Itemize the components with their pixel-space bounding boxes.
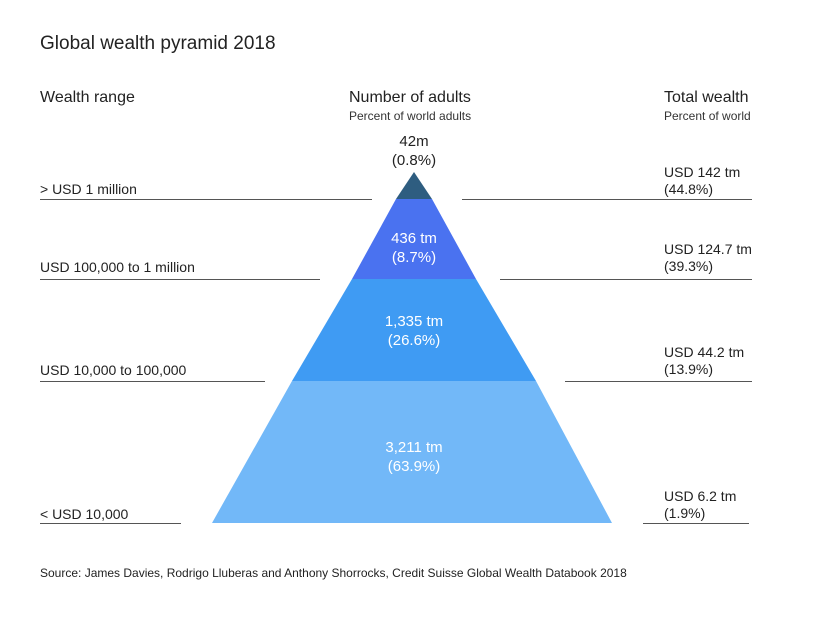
tier-2-right-rule <box>565 381 752 382</box>
tier-3-segment <box>212 381 612 523</box>
tier-2-adults-pct: (26.6%) <box>388 332 441 349</box>
header-wealth-range: Wealth range <box>40 89 135 106</box>
tier-2-wealth: USD 44.2 tm <box>664 344 745 360</box>
tier-1-range: USD 100,000 to 1 million <box>40 259 195 275</box>
tier-2-segment <box>292 279 536 381</box>
tier-1-right-rule <box>500 279 752 280</box>
tier-1-adults-pct: (8.7%) <box>392 249 436 266</box>
header-total-wealth-sub: Percent of world <box>664 109 751 123</box>
tier-2-wealth-label: USD 44.2 tm (13.9%) <box>664 344 744 378</box>
tier-3-adults-pct: (63.9%) <box>388 458 441 475</box>
header-number-of-adults-sub: Percent of world adults <box>349 109 472 123</box>
tier-0-adults: 42m <box>399 133 429 150</box>
tier-0-adults-pct: (0.8%) <box>391 152 437 169</box>
tier-3-wealth-label: USD 6.2 tm (1.9%) <box>664 488 736 522</box>
tier-0-adults-label: 42m (0.8%) <box>380 132 448 170</box>
tier-2-left-rule <box>40 381 265 382</box>
tier-3-left-rule <box>40 523 181 524</box>
tier-1-adults: 436 tm <box>391 230 437 247</box>
tier-1-wealth-pct: (39.3%) <box>664 258 714 274</box>
tier-1-segment <box>352 199 476 279</box>
tier-0-left-rule <box>40 199 372 200</box>
tier-1-wealth: USD 124.7 tm <box>664 241 752 257</box>
tier-3-range: < USD 10,000 <box>40 506 129 522</box>
tier-0-wealth-label: USD 142 tm (44.8%) <box>664 164 740 198</box>
tier-3-wealth: USD 6.2 tm <box>664 488 737 504</box>
tier-0-segment <box>396 172 432 199</box>
tier-0-right-rule <box>462 199 752 200</box>
tier-2-range: USD 10,000 to 100,000 <box>40 362 187 378</box>
source-note: Source: James Davies, Rodrigo Lluberas a… <box>40 566 627 580</box>
header-total-wealth: Total wealth <box>664 89 749 106</box>
tier-2-wealth-pct: (13.9%) <box>664 361 714 377</box>
header-number-of-adults: Number of adults <box>349 89 471 106</box>
tier-0-range: > USD 1 million <box>40 181 137 197</box>
tier-2-adults: 1,335 tm <box>385 313 443 330</box>
tier-1-wealth-label: USD 124.7 tm (39.3%) <box>664 241 752 275</box>
tier-3-right-rule <box>643 523 749 524</box>
page-title: Global wealth pyramid 2018 <box>40 33 276 54</box>
tier-0-wealth-pct: (44.8%) <box>664 181 714 197</box>
tier-1-left-rule <box>40 279 320 280</box>
tier-3-adults: 3,211 tm <box>385 439 442 456</box>
tier-0-wealth: USD 142 tm <box>664 164 741 180</box>
tier-3-wealth-pct: (1.9%) <box>664 505 706 521</box>
